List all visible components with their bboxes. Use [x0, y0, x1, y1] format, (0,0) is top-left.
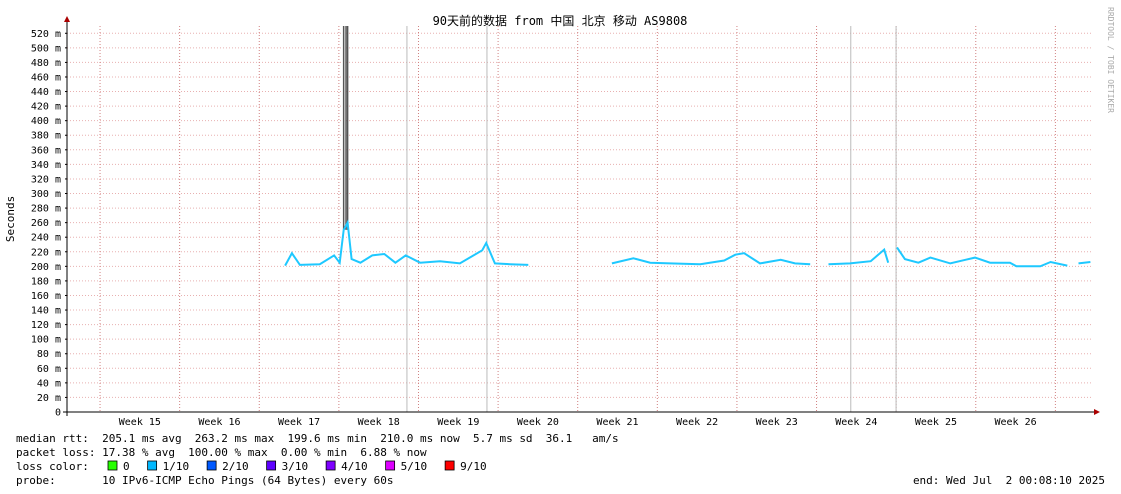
- x-tick-label: Week 16: [198, 417, 240, 428]
- y-tick-label: 120 m: [31, 320, 61, 331]
- y-axis-label: Seconds: [4, 196, 17, 242]
- loss-swatch: [385, 460, 396, 471]
- y-tick-label: 180 m: [31, 276, 61, 287]
- x-tick-label: Week 24: [835, 417, 877, 428]
- packet-loss: packet loss: 17.38 % avg 100.00 % max 0.…: [16, 446, 427, 459]
- loss-swatch: [147, 460, 158, 471]
- y-tick-label: 60 m: [37, 364, 61, 375]
- y-tick-label: 440 m: [31, 87, 61, 98]
- y-tick-label: 20 m: [37, 393, 61, 404]
- y-tick-label: 500 m: [31, 43, 61, 54]
- y-tick-label: 200 m: [31, 262, 61, 273]
- x-tick-label: Week 26: [994, 417, 1036, 428]
- y-tick-label: 160 m: [31, 291, 61, 302]
- watermark: RRDTOOL / TOBI OETIKER: [1106, 7, 1115, 113]
- loss-color-label: loss color:: [16, 460, 89, 473]
- loss-swatch: [325, 460, 336, 471]
- y-tick-label: 340 m: [31, 160, 61, 171]
- loss-label: 9/10: [460, 460, 487, 473]
- x-tick-label: Week 15: [119, 417, 161, 428]
- loss-label: 0: [123, 460, 130, 473]
- loss-label: 5/10: [401, 460, 428, 473]
- x-tick-label: Week 23: [756, 417, 798, 428]
- median-rtt: median rtt: 205.1 ms avg 263.2 ms max 19…: [16, 432, 619, 445]
- y-tick-label: 100 m: [31, 335, 61, 346]
- loss-label: 1/10: [163, 460, 190, 473]
- y-tick-label: 400 m: [31, 116, 61, 127]
- probe: probe: 10 IPv6-ICMP Echo Pings (64 Bytes…: [16, 474, 394, 487]
- loss-swatch: [206, 460, 217, 471]
- y-tick-label: 480 m: [31, 58, 61, 69]
- loss-label: 2/10: [222, 460, 249, 473]
- y-tick-label: 280 m: [31, 204, 61, 215]
- x-tick-label: Week 20: [517, 417, 559, 428]
- median-line: [284, 219, 1091, 268]
- loss-swatch: [107, 460, 118, 471]
- y-tick-label: 220 m: [31, 247, 61, 258]
- y-tick-label: 260 m: [31, 218, 61, 229]
- loss-swatch: [444, 460, 455, 471]
- axis-arrow: [1094, 409, 1100, 415]
- y-tick-label: 320 m: [31, 174, 61, 185]
- x-tick-label: Week 21: [596, 417, 638, 428]
- y-tick-label: 40 m: [37, 378, 61, 389]
- y-tick-label: 80 m: [37, 349, 61, 360]
- chart-title: 90天前的数据 from 中国 北京 移动 AS9808: [433, 13, 688, 28]
- x-tick-label: Week 19: [437, 417, 479, 428]
- y-tick-label: 460 m: [31, 72, 61, 83]
- x-tick-label: Week 18: [358, 417, 400, 428]
- x-tick-label: Week 25: [915, 417, 957, 428]
- y-tick-label: 300 m: [31, 189, 61, 200]
- loss-label: 4/10: [341, 460, 368, 473]
- y-tick-label: 360 m: [31, 145, 61, 156]
- axis-arrow: [64, 16, 70, 22]
- loss-swatch: [266, 460, 277, 471]
- y-tick-label: 420 m: [31, 102, 61, 113]
- loss-label: 3/10: [282, 460, 309, 473]
- x-tick-label: Week 17: [278, 417, 320, 428]
- y-tick-label: 240 m: [31, 233, 61, 244]
- y-tick-label: 380 m: [31, 131, 61, 142]
- y-tick-label: 0: [55, 408, 61, 419]
- x-tick-label: Week 22: [676, 417, 718, 428]
- y-tick-label: 520 m: [31, 29, 61, 40]
- end-time: end: Wed Jul 2 00:08:10 2025: [913, 474, 1105, 487]
- y-tick-label: 140 m: [31, 306, 61, 317]
